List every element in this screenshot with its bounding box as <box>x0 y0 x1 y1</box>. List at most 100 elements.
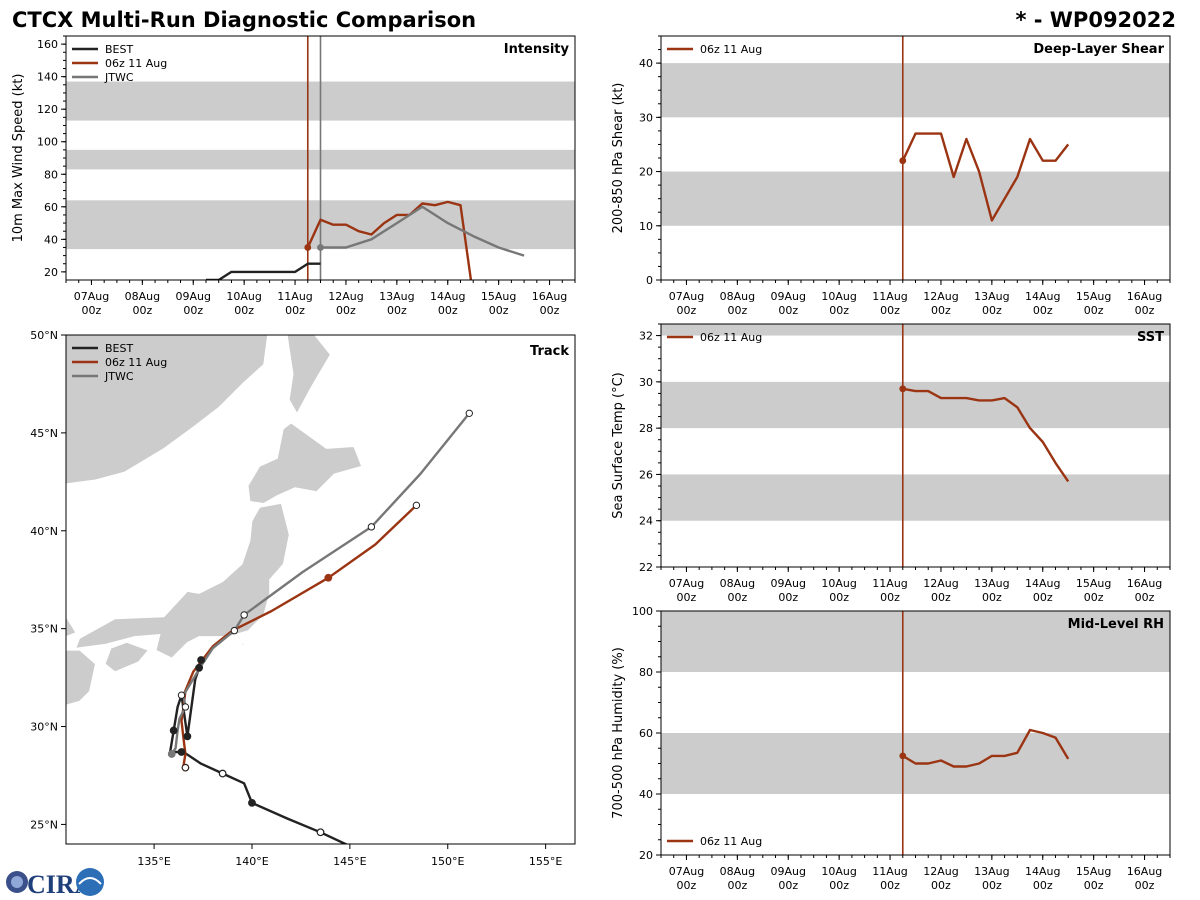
series-line-run <box>306 200 473 280</box>
x-tick-label: 16Aug 00z <box>1127 577 1162 604</box>
init-marker-run <box>899 385 907 393</box>
x-tick-hour: 00z <box>1135 591 1155 604</box>
x-tick-hour: 00z <box>931 591 951 604</box>
x-tick-hour: 00z <box>438 304 458 317</box>
series-line-run <box>901 132 1070 222</box>
x-tick-hour: 00z <box>829 879 849 892</box>
x-tick-label: 08Aug 00z <box>720 577 755 604</box>
x-tick-day: 08Aug <box>125 290 160 303</box>
x-tick-label: 09Aug 00z <box>771 865 806 892</box>
track-point-open-run <box>412 501 421 510</box>
x-tick-label: 09Aug 00z <box>771 577 806 604</box>
y-tick-label: 80 <box>639 666 653 679</box>
x-tick-label: 155°E <box>529 855 562 868</box>
series-line-run <box>902 728 1070 768</box>
x-tick-label: 09Aug 00z <box>771 290 806 317</box>
x-tick-hour: 00z <box>778 304 798 317</box>
x-tick-hour: 00z <box>982 304 1002 317</box>
x-tick-day: 12Aug <box>923 290 958 303</box>
x-tick-day: 16Aug <box>1127 865 1162 878</box>
y-tick-label: 160 <box>37 38 58 51</box>
x-tick-label: 11Aug 00z <box>872 290 907 317</box>
x-tick-hour: 00z <box>931 879 951 892</box>
x-tick-day: 07Aug <box>74 290 109 303</box>
series-line-jtwc <box>320 205 525 257</box>
x-tick-hour: 00z <box>1084 591 1104 604</box>
y-tick-label: 10 <box>639 220 653 233</box>
x-tick-label: 12Aug 00z <box>328 290 363 317</box>
x-tick-hour: 00z <box>183 304 203 317</box>
track-point-open-jtwc <box>240 611 248 619</box>
threshold-band <box>661 171 1170 226</box>
x-tick-day: 10Aug <box>821 290 856 303</box>
track-panel: 135°E 140°E 145°E 150°E 155°E 25°N 30°N 35°N 40°… <box>30 329 576 868</box>
y-tick-label: 100 <box>632 605 653 618</box>
y-tick-label: 40 <box>639 57 653 70</box>
x-tick-label: 15Aug 00z <box>1076 577 1111 604</box>
x-tick-label: 08Aug 00z <box>720 865 755 892</box>
y-tick-label: 22 <box>639 561 653 574</box>
init-marker-jtwc <box>317 244 324 251</box>
x-tick-hour: 00z <box>1135 304 1155 317</box>
init-marker-run <box>899 157 907 165</box>
x-tick-label: 10Aug 00z <box>821 290 856 317</box>
threshold-band <box>661 324 1170 336</box>
x-tick-day: 14Aug <box>430 290 465 303</box>
track-point-run <box>324 573 333 582</box>
x-tick-label: 12Aug 00z <box>923 290 958 317</box>
x-tick-hour: 00z <box>982 591 1002 604</box>
x-tick-day: 11Aug <box>872 865 907 878</box>
x-tick-day: 15Aug <box>1076 290 1111 303</box>
x-tick-label: 07Aug 00z <box>74 290 109 317</box>
y-tick-label: 140 <box>37 71 58 84</box>
panel-title: Deep-Layer Shear <box>1033 42 1164 57</box>
threshold-band <box>661 611 1170 672</box>
x-tick-label: 16Aug 00z <box>1127 290 1162 317</box>
x-tick-label: 14Aug 00z <box>1025 290 1060 317</box>
x-tick-label: 16Aug 00z <box>1127 865 1162 892</box>
x-tick-day: 10Aug <box>821 577 856 590</box>
figure-title: CTCX Multi-Run Diagnostic Comparison <box>12 8 476 32</box>
x-tick-label: 14Aug 00z <box>430 290 465 317</box>
x-tick-hour: 00z <box>489 304 509 317</box>
x-tick-label: 135°E <box>137 855 170 868</box>
track-point-open-best <box>316 828 325 836</box>
x-tick-day: 15Aug <box>1076 865 1111 878</box>
x-tick-label: 07Aug 00z <box>669 290 704 317</box>
y-axis-label: 200-850 hPa Shear (kt) <box>611 83 626 234</box>
x-tick-label: 150°E <box>431 855 464 868</box>
panel-title: Intensity <box>504 42 570 57</box>
x-tick-hour: 00z <box>387 304 407 317</box>
x-tick-hour: 00z <box>1033 591 1053 604</box>
y-tick-label: 60 <box>44 201 58 214</box>
track-point-best <box>183 732 192 741</box>
series-line-run <box>902 387 1070 483</box>
x-tick-label: 13Aug 00z <box>974 577 1009 604</box>
land-shape <box>66 335 269 485</box>
x-tick-day: 14Aug <box>1025 290 1060 303</box>
track-point-best <box>197 656 205 664</box>
y-tick-label: 26 <box>639 468 653 481</box>
track-point-open-run <box>181 763 190 772</box>
y-tick-label: 30 <box>639 111 653 124</box>
threshold-band <box>661 381 1170 429</box>
x-tick-hour: 00z <box>677 879 697 892</box>
y-tick-label: 20 <box>44 266 58 279</box>
legend-label: 06z 11 Aug <box>105 356 167 369</box>
land-layer <box>66 335 363 706</box>
track-point-best <box>350 845 357 852</box>
x-tick-day: 11Aug <box>872 577 907 590</box>
axes-frame <box>660 323 1171 568</box>
x-tick-hour: 00z <box>677 304 697 317</box>
legend-label: JTWC <box>104 71 134 84</box>
track-line-best <box>168 659 349 844</box>
track-line-jtwc <box>170 412 471 755</box>
intensity-panel: 20 40 60 80 100 120 140 160 10m Max Wind Speed (… <box>11 35 576 317</box>
land-shape <box>75 502 290 659</box>
track-point-best <box>169 726 178 735</box>
y-tick-label: 20 <box>639 166 653 179</box>
panel-title: Track <box>530 344 569 359</box>
x-tick-day: 11Aug <box>277 290 312 303</box>
